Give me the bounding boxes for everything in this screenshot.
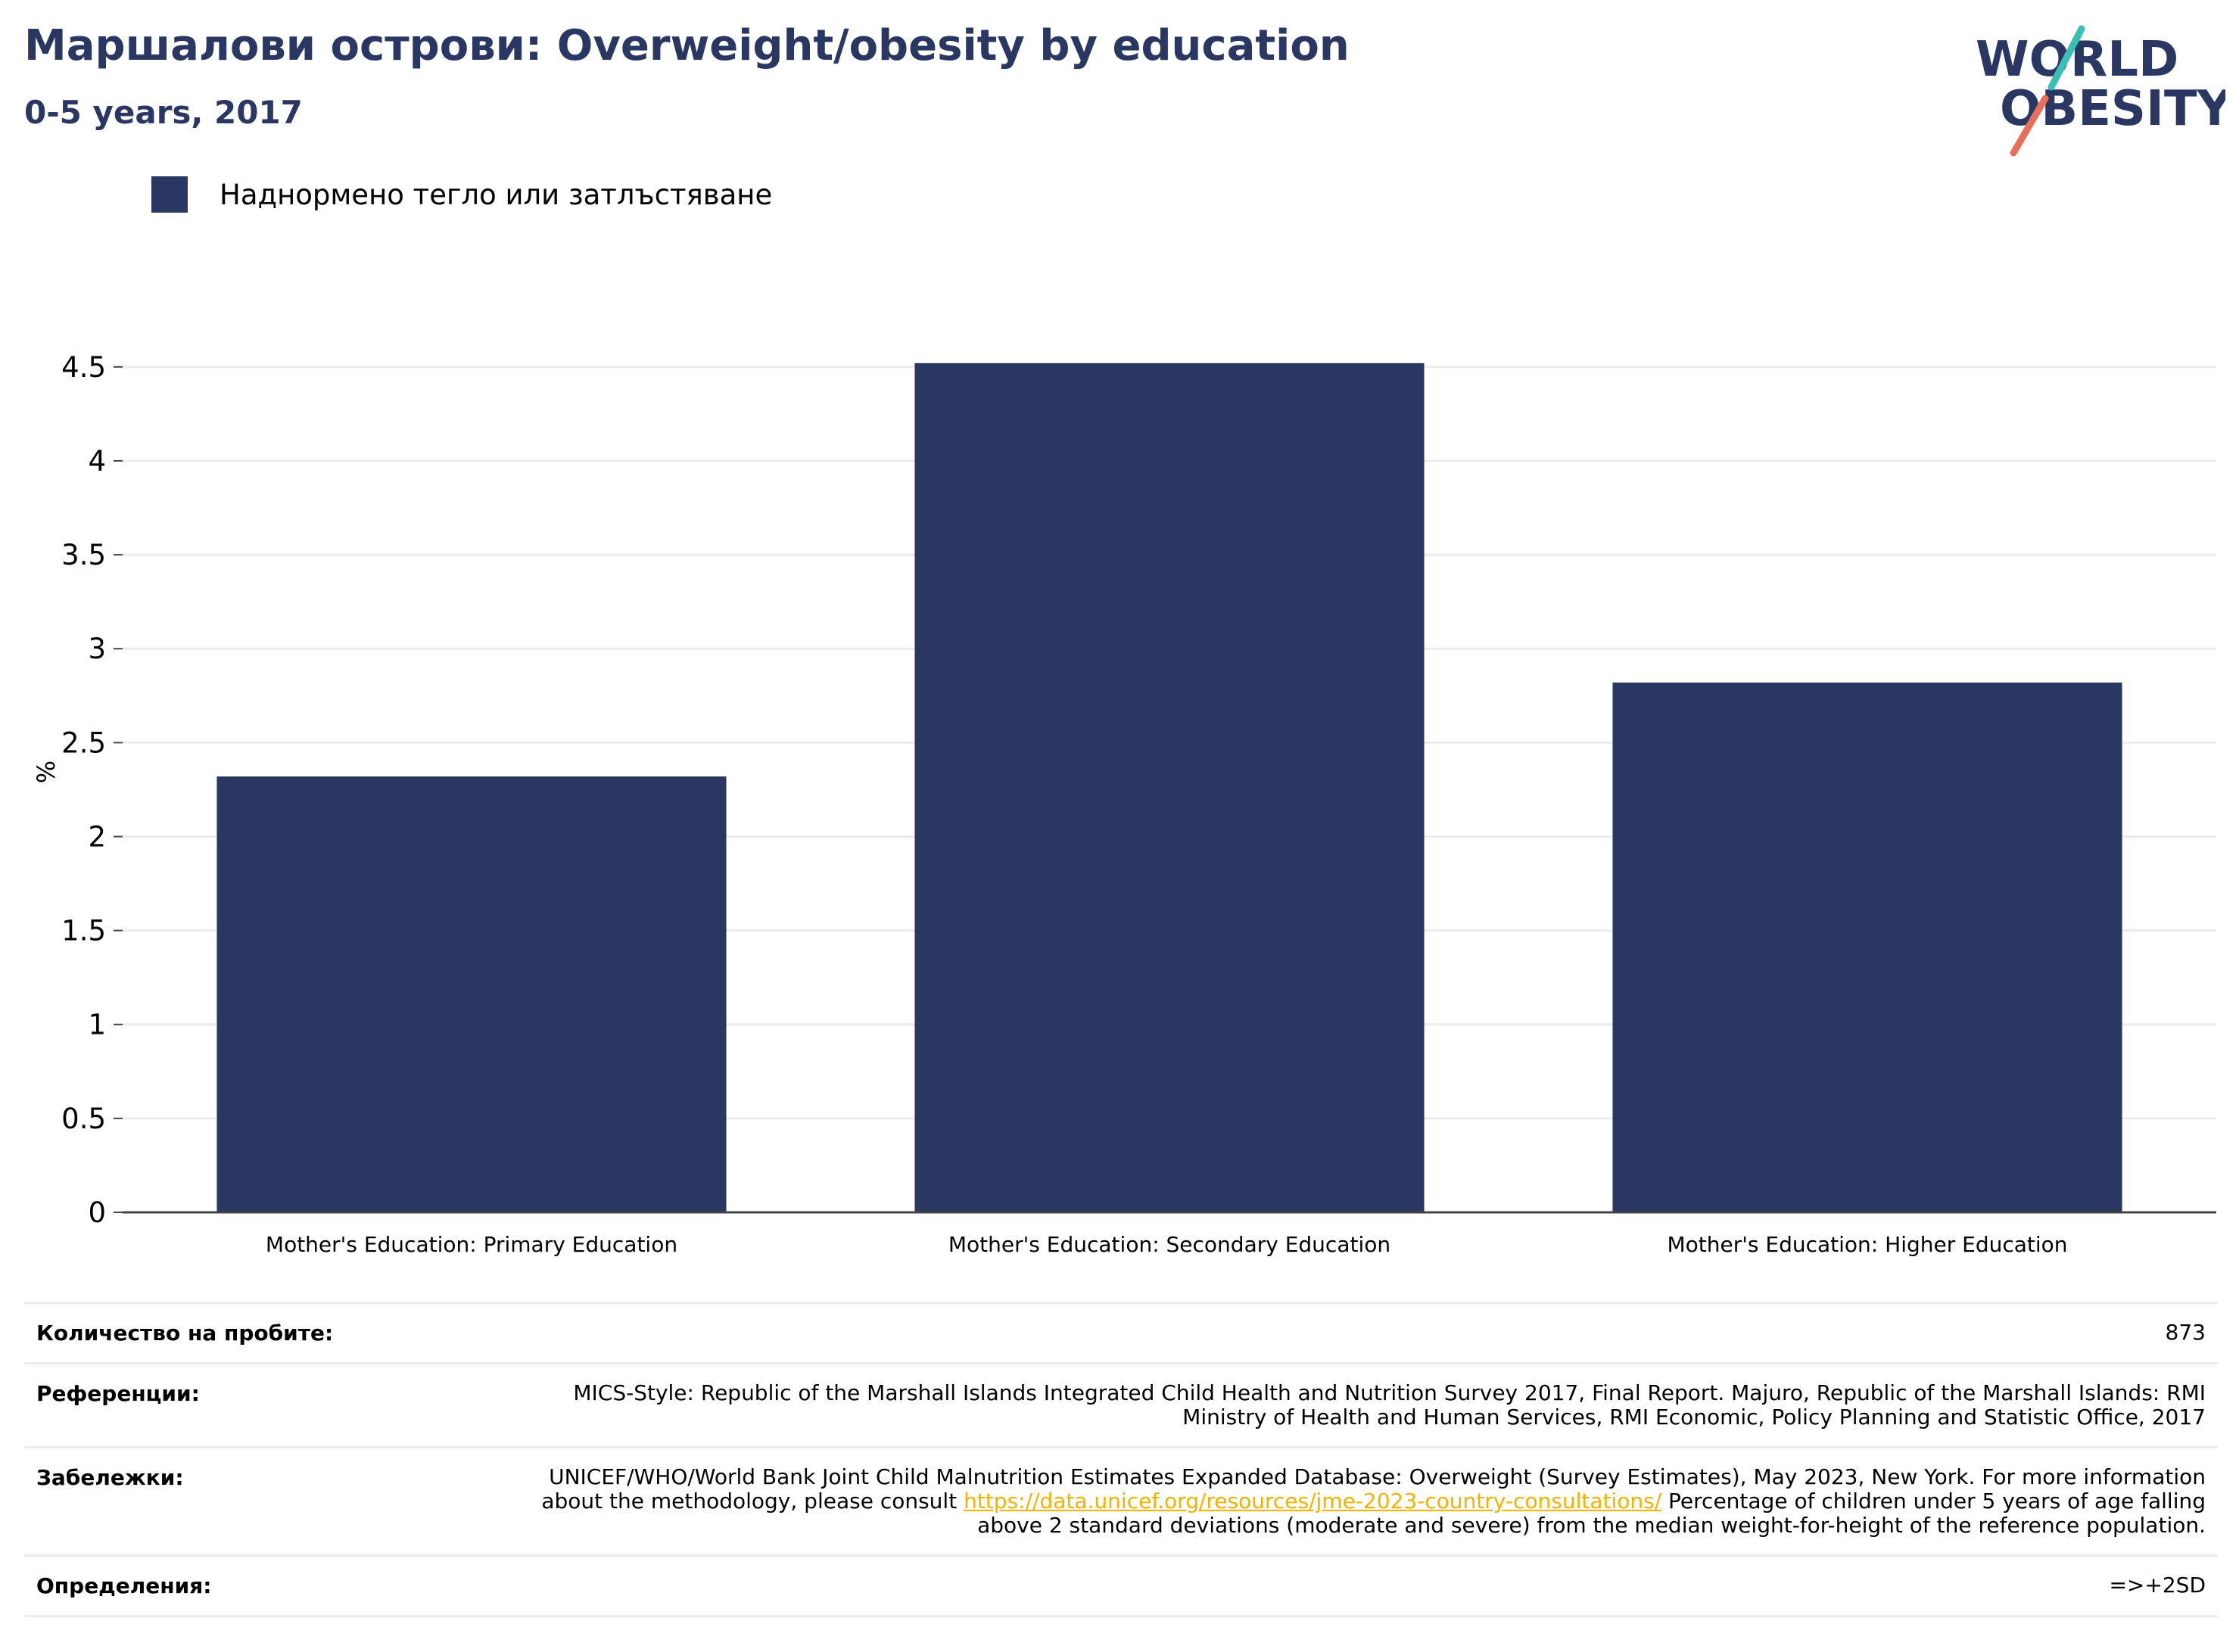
sample-value: 873 bbox=[2165, 1320, 2206, 1345]
y-tick-label: 0.5 bbox=[61, 1103, 106, 1135]
info-row-references: Референции: MICS-Style: Republic of the … bbox=[24, 1362, 2218, 1446]
y-axis-label: % bbox=[32, 761, 61, 783]
methodology-link[interactable]: https://data.unicef.org/resources/jme-20… bbox=[964, 1489, 1662, 1514]
notes-text-after: Percentage of children under 5 years of … bbox=[977, 1489, 2206, 1538]
x-tick-label: Mother's Education: Primary Education bbox=[266, 1232, 677, 1257]
y-tick-label: 3 bbox=[88, 633, 106, 665]
x-tick-label: Mother's Education: Higher Education bbox=[1667, 1232, 2067, 1257]
y-tick-label: 1.5 bbox=[61, 915, 106, 947]
page-subtitle: 0-5 years, 2017 bbox=[24, 94, 303, 131]
world-obesity-logo: WORLD OBESITY bbox=[1976, 25, 2225, 157]
y-tick-label: 4 bbox=[88, 445, 106, 478]
references-label: Референции: bbox=[36, 1381, 200, 1406]
y-tick-label: 1 bbox=[88, 1009, 106, 1041]
definitions-value: =>+2SD bbox=[2109, 1573, 2206, 1598]
logo-slash-coral bbox=[2010, 95, 2049, 157]
bar-3 bbox=[1612, 682, 2122, 1212]
legend: Наднормено тегло или затлъстяване bbox=[151, 176, 772, 213]
x-tick-label: Mother's Education: Secondary Education bbox=[948, 1232, 1390, 1257]
info-row-sample: Количество на пробите: 873 bbox=[24, 1302, 2218, 1362]
y-tick-label: 4.5 bbox=[61, 351, 106, 384]
notes-value: UNICEF/WHO/World Bank Joint Child Malnut… bbox=[540, 1465, 2206, 1538]
references-value: MICS-Style: Republic of the Marshall Isl… bbox=[573, 1380, 2206, 1430]
logo-line2: OBESITY bbox=[2000, 81, 2225, 137]
y-tick-label: 3.5 bbox=[61, 539, 106, 571]
info-table: Количество на пробите: 873 Референции: M… bbox=[24, 1302, 2218, 1617]
y-tick-label: 2 bbox=[88, 820, 106, 853]
y-tick-label: 2.5 bbox=[61, 726, 106, 759]
legend-swatch bbox=[151, 176, 188, 213]
bar-2 bbox=[914, 362, 1425, 1213]
sample-label: Количество на пробите: bbox=[36, 1321, 334, 1346]
info-row-definitions: Определения: =>+2SD bbox=[24, 1554, 2218, 1617]
page-title: Маршалови острови: Overweight/obesity by… bbox=[24, 21, 1350, 70]
legend-label: Наднормено тегло или затлъстяване bbox=[220, 178, 773, 211]
notes-text-before: UNICEF/WHO/World Bank Joint Child Malnut… bbox=[541, 1464, 2206, 1514]
bar-1 bbox=[216, 776, 727, 1212]
bar-chart: % 0 0.5 1 1.5 2 2.5 3 3.5 4 4.5 Mother's Education… bbox=[32, 351, 2216, 1257]
y-tick-label: 0 bbox=[88, 1196, 106, 1229]
notes-label: Забележки: bbox=[36, 1465, 184, 1490]
definitions-label: Определения: bbox=[36, 1573, 212, 1598]
info-row-notes: Забележки: UNICEF/WHO/World Bank Joint C… bbox=[24, 1446, 2218, 1554]
logo-slash-teal bbox=[2047, 25, 2085, 91]
